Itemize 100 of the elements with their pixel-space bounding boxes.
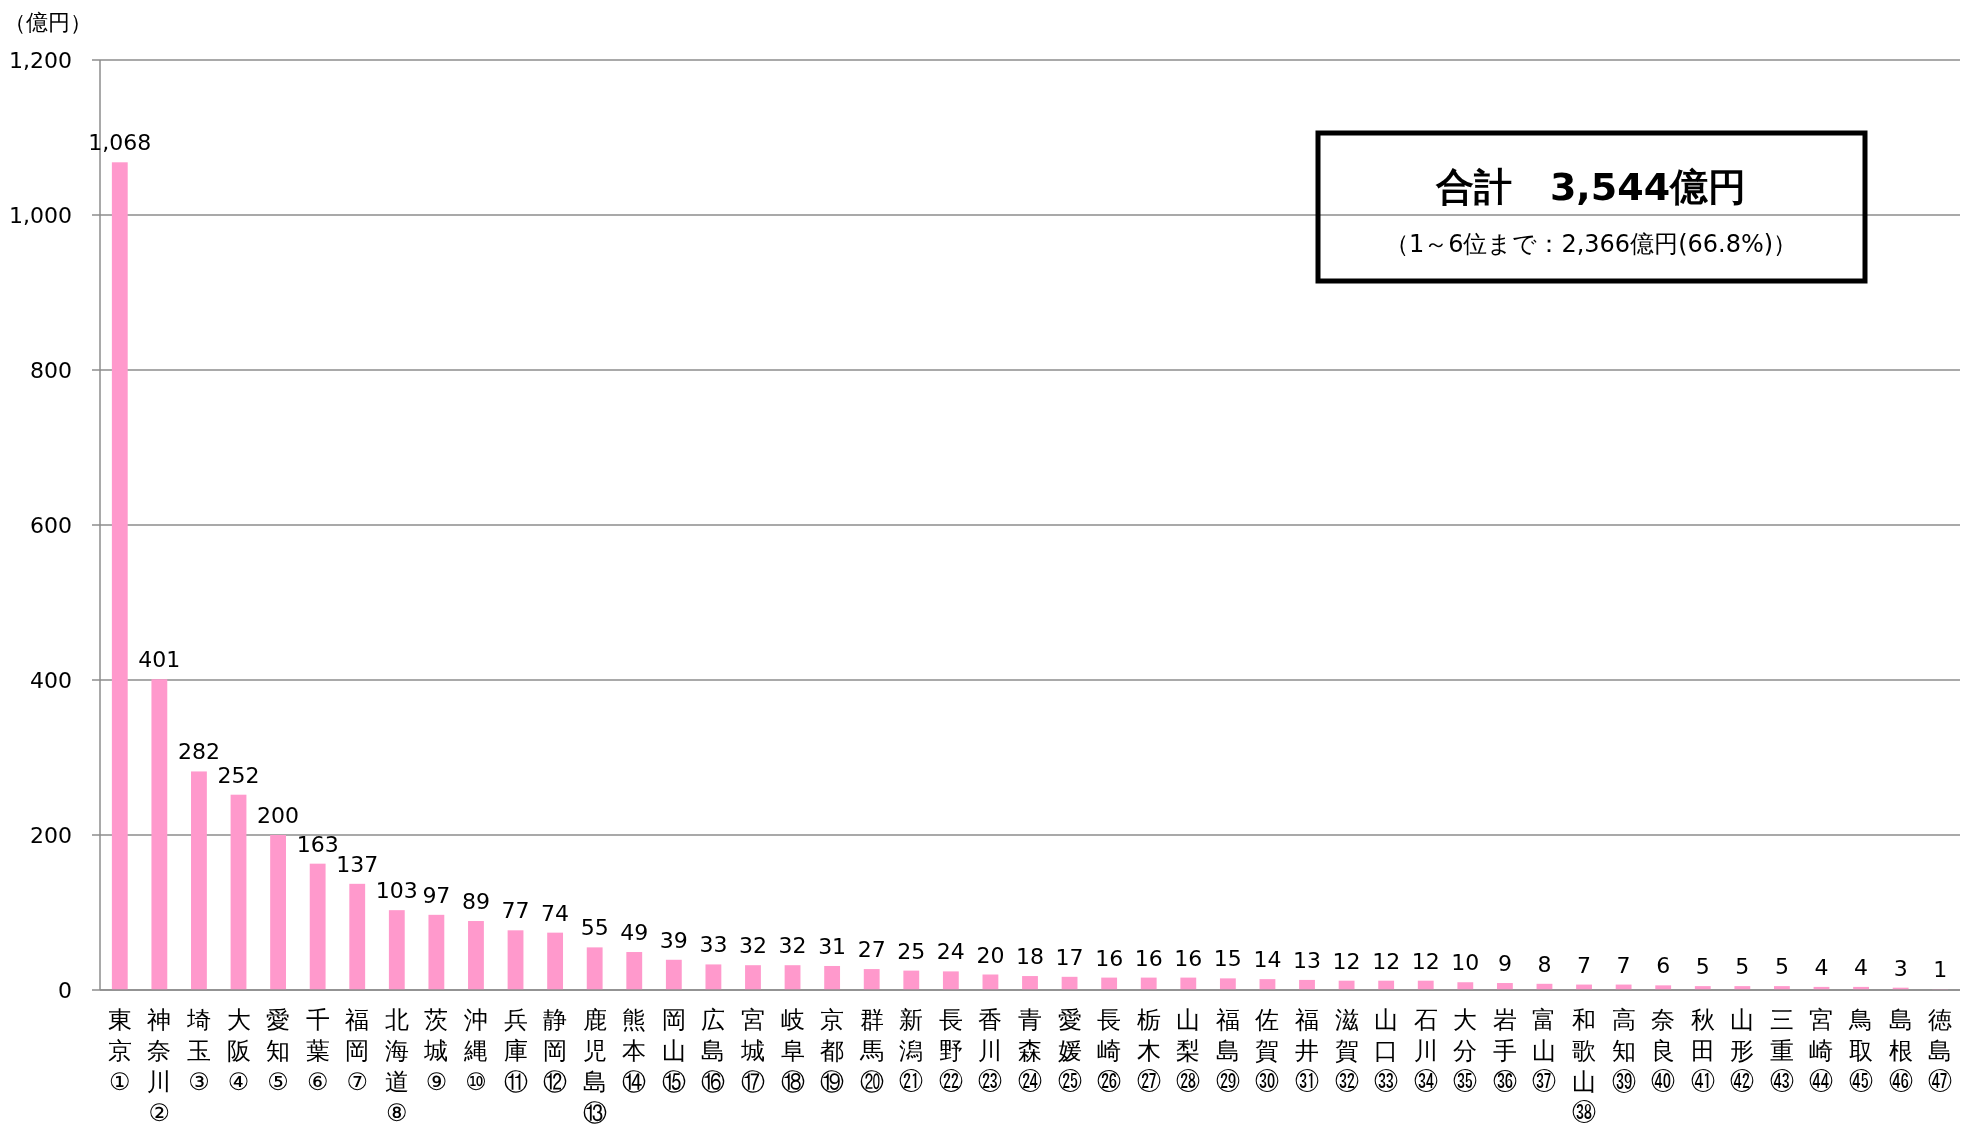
y-tick-label: 0 — [58, 978, 72, 1003]
data-label: 401 — [138, 647, 181, 673]
data-label: 252 — [217, 762, 260, 788]
data-label: 3 — [1893, 955, 1908, 981]
x-tick-label: 愛媛㉕ — [1057, 1006, 1082, 1096]
data-label: 25 — [897, 938, 926, 964]
data-label: 77 — [501, 898, 530, 924]
x-tick-label: 福島㉙ — [1215, 1006, 1240, 1096]
x-tick-label: 宮城⑰ — [739, 1006, 765, 1096]
x-tick-label: 静岡⑫ — [543, 1006, 568, 1096]
x-tick-label: 奈良㊵ — [1651, 1006, 1676, 1096]
data-label: 1 — [1933, 957, 1948, 983]
x-tick-label: 秋田㊶ — [1690, 1006, 1715, 1096]
data-label: 20 — [976, 942, 1005, 968]
y-tick-label: 800 — [30, 358, 72, 383]
data-label: 27 — [857, 937, 886, 963]
data-label: 137 — [336, 851, 379, 877]
data-label: 5 — [1774, 954, 1789, 980]
x-tick-label: 岩手㊱ — [1492, 1006, 1517, 1096]
x-tick-label: 富山㊲ — [1532, 1006, 1557, 1096]
data-label: 282 — [177, 739, 220, 765]
x-tick-label: 埼玉③ — [185, 1006, 211, 1096]
data-label: 5 — [1695, 954, 1710, 980]
x-tick-label: 大阪④ — [226, 1006, 251, 1096]
x-tick-label: 岡山⑮ — [661, 1006, 686, 1096]
annotation: 合計 3,544億円 — [1434, 165, 1747, 209]
data-label: 97 — [422, 882, 451, 908]
x-tick-label: 東京① — [107, 1006, 132, 1096]
data-label: 16 — [1134, 945, 1163, 971]
data-label: 16 — [1095, 945, 1124, 971]
x-tick-label: 京都⑲ — [820, 1006, 845, 1096]
data-label: 103 — [375, 878, 418, 904]
x-tick-label: 鳥取㊺ — [1848, 1006, 1874, 1096]
x-tick-label: 北海道⑧ — [384, 1006, 409, 1127]
x-tick-label: 大分㉟ — [1453, 1006, 1478, 1096]
x-tick-label: 山梨㉘ — [1176, 1006, 1201, 1096]
data-label: 55 — [580, 915, 609, 941]
data-label: 24 — [936, 939, 965, 965]
x-tick-label: 茨城⑨ — [423, 1006, 449, 1096]
data-label: 5 — [1735, 954, 1750, 980]
x-tick-label: 滋賀㉜ — [1334, 1006, 1359, 1096]
x-tick-label: 鹿児島⑬ — [582, 1006, 607, 1127]
data-label: 12 — [1332, 948, 1361, 974]
data-label: 1,068 — [88, 130, 152, 156]
x-tick-label: 高知㊴ — [1611, 1006, 1636, 1096]
y-tick-label: 400 — [30, 668, 72, 693]
y-tick-label: 600 — [30, 513, 72, 538]
data-label: 18 — [1016, 944, 1044, 970]
x-tick-label: 島根㊻ — [1888, 1006, 1913, 1096]
x-tick-label: 山口㉝ — [1374, 1006, 1399, 1096]
data-label: 74 — [541, 900, 570, 926]
x-tick-label: 群馬⑳ — [858, 1006, 884, 1096]
data-label: 9 — [1497, 951, 1512, 977]
annotation: （1～6位まで：2,366億円(66.8%)） — [1384, 230, 1798, 258]
data-label: 12 — [1372, 948, 1401, 974]
data-label: 32 — [778, 933, 807, 959]
x-tick-label: 青森㉔ — [1018, 1006, 1042, 1096]
x-tick-label: 新潟㉑ — [899, 1006, 924, 1096]
data-label: 89 — [461, 889, 490, 915]
x-tick-label: 長崎㉖ — [1097, 1006, 1122, 1096]
x-tick-label: 徳島㊼ — [1928, 1006, 1953, 1096]
y-tick-label: 1,200 — [9, 48, 72, 73]
data-label: 4 — [1854, 954, 1869, 980]
data-label: 14 — [1253, 947, 1282, 973]
data-label: 39 — [659, 927, 688, 953]
data-label: 31 — [818, 933, 847, 959]
x-tick-label: 三重㊸ — [1769, 1006, 1794, 1096]
data-label: 163 — [296, 831, 339, 857]
data-label: 32 — [738, 933, 767, 959]
y-tick-label: 200 — [30, 823, 72, 848]
data-label: 17 — [1055, 944, 1084, 970]
data-label: 200 — [257, 803, 300, 828]
x-tick-label: 兵庫⑪ — [503, 1006, 528, 1096]
x-tick-label: 福岡⑦ — [345, 1006, 370, 1096]
data-label: 49 — [620, 920, 649, 946]
x-tick-label: 香川㉓ — [978, 1006, 1003, 1096]
x-tick-label: 神奈川② — [147, 1006, 172, 1127]
data-label: 12 — [1411, 948, 1440, 974]
data-label: 8 — [1537, 951, 1552, 977]
x-tick-label: 岐阜⑱ — [780, 1006, 805, 1096]
x-tick-label: 千葉⑥ — [305, 1006, 330, 1096]
x-tick-label: 熊本⑭ — [622, 1006, 647, 1096]
y-axis-title: （億円） — [4, 10, 92, 35]
data-label: 6 — [1656, 953, 1671, 979]
data-label: 4 — [1814, 954, 1829, 980]
x-tick-label: 福井㉛ — [1295, 1006, 1320, 1096]
data-label: 7 — [1577, 952, 1592, 978]
data-label: 10 — [1451, 950, 1480, 976]
data-label: 33 — [699, 932, 728, 958]
x-tick-label: 和歌山㊳ — [1572, 1006, 1597, 1127]
data-label: 16 — [1174, 945, 1203, 971]
data-label: 15 — [1213, 946, 1242, 972]
x-tick-label: 石川㉞ — [1413, 1006, 1438, 1096]
x-tick-label: 沖縄⑩ — [462, 1006, 488, 1096]
x-tick-label: 栃木㉗ — [1136, 1006, 1161, 1096]
x-tick-label: 愛知⑤ — [266, 1006, 291, 1096]
x-tick-label: 佐賀㉚ — [1255, 1006, 1280, 1096]
y-tick-label: 1,000 — [9, 203, 72, 228]
x-tick-label: 山形㊷ — [1730, 1006, 1755, 1096]
x-tick-label: 宮崎㊹ — [1809, 1006, 1834, 1096]
